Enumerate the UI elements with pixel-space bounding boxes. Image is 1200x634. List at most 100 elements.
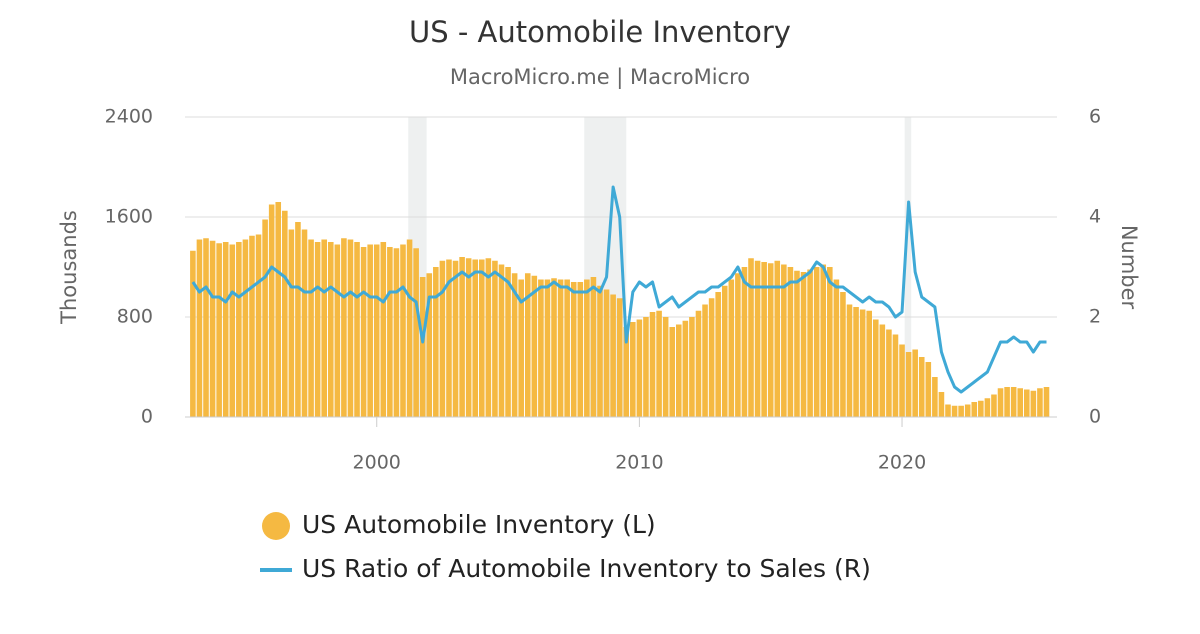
bar [419,277,426,417]
bar [991,394,997,417]
bar [196,239,203,417]
bar [216,243,222,417]
bar [1017,388,1024,417]
bar [354,242,360,417]
bar [702,304,708,417]
bar [577,282,584,417]
bar [551,278,557,417]
bar [932,377,938,417]
bar [781,264,787,417]
bar [203,238,209,417]
bar [275,202,282,417]
bar [971,402,978,417]
bar [728,279,735,417]
bar [938,392,945,417]
bar [268,204,275,417]
bar [754,260,761,417]
bar [610,294,616,417]
y-tick-label: 0 [141,406,153,428]
bar [662,317,669,417]
bar [564,279,570,417]
bar [413,248,419,417]
bar [820,264,827,417]
bar [669,327,676,417]
bar [236,242,242,417]
bar [630,322,636,417]
bar [899,344,905,417]
bar [439,260,446,417]
bar [853,307,859,417]
y2-tick-label: 4 [1089,206,1101,228]
bar [643,317,649,417]
bar [997,388,1004,417]
bar [590,277,597,417]
bar [1010,387,1017,417]
y-tick-label: 800 [117,306,153,328]
chart-title: US - Automobile Inventory [409,15,791,49]
bar [360,247,367,417]
bar [190,250,196,417]
bar [675,324,682,417]
bar [327,242,334,417]
bar [623,327,630,417]
bar [1037,388,1043,417]
bar [695,310,702,417]
bar [498,264,505,417]
bar [721,285,728,417]
bar [308,239,314,417]
bar [767,263,774,417]
bar [314,242,321,417]
bar [222,242,229,417]
bar [387,247,393,417]
y-tick-label: 2400 [105,106,153,128]
bar [813,267,820,417]
bar [761,262,767,417]
bar [1024,389,1030,417]
bar [301,229,308,417]
bar [886,329,892,417]
bar [741,267,748,417]
legend-label: US Ratio of Automobile Inventory to Sale… [302,554,871,583]
bar [964,404,971,417]
bar [367,244,373,417]
bar [492,260,498,417]
bar [242,239,249,417]
bar [879,324,886,417]
bar [393,248,400,417]
bar [347,239,354,417]
bar [229,244,236,417]
bar [656,310,662,417]
bar [984,398,991,417]
bar [584,279,590,417]
legend-marker [262,512,290,540]
bar [472,259,479,417]
bar [321,239,327,417]
x-tick-label: 2000 [353,452,401,474]
bar [373,244,380,417]
bar [505,267,511,417]
bar [892,334,899,417]
bar [426,273,433,417]
y-axis-title: Thousands [57,210,81,325]
bar [433,267,439,417]
bar [518,279,524,417]
bar [597,285,603,417]
bar [295,222,301,417]
bar [465,258,472,417]
bar [282,210,288,417]
bar [787,267,794,417]
bar [715,292,721,417]
bar [255,234,262,417]
bar [485,258,492,417]
y2-tick-label: 2 [1089,306,1101,328]
bar [918,357,925,417]
bar [905,352,912,417]
bar [380,242,387,417]
bar [951,405,958,417]
bar [682,320,689,417]
bar [636,319,643,417]
bar [866,310,872,417]
bar [925,362,932,417]
bar [912,349,918,417]
